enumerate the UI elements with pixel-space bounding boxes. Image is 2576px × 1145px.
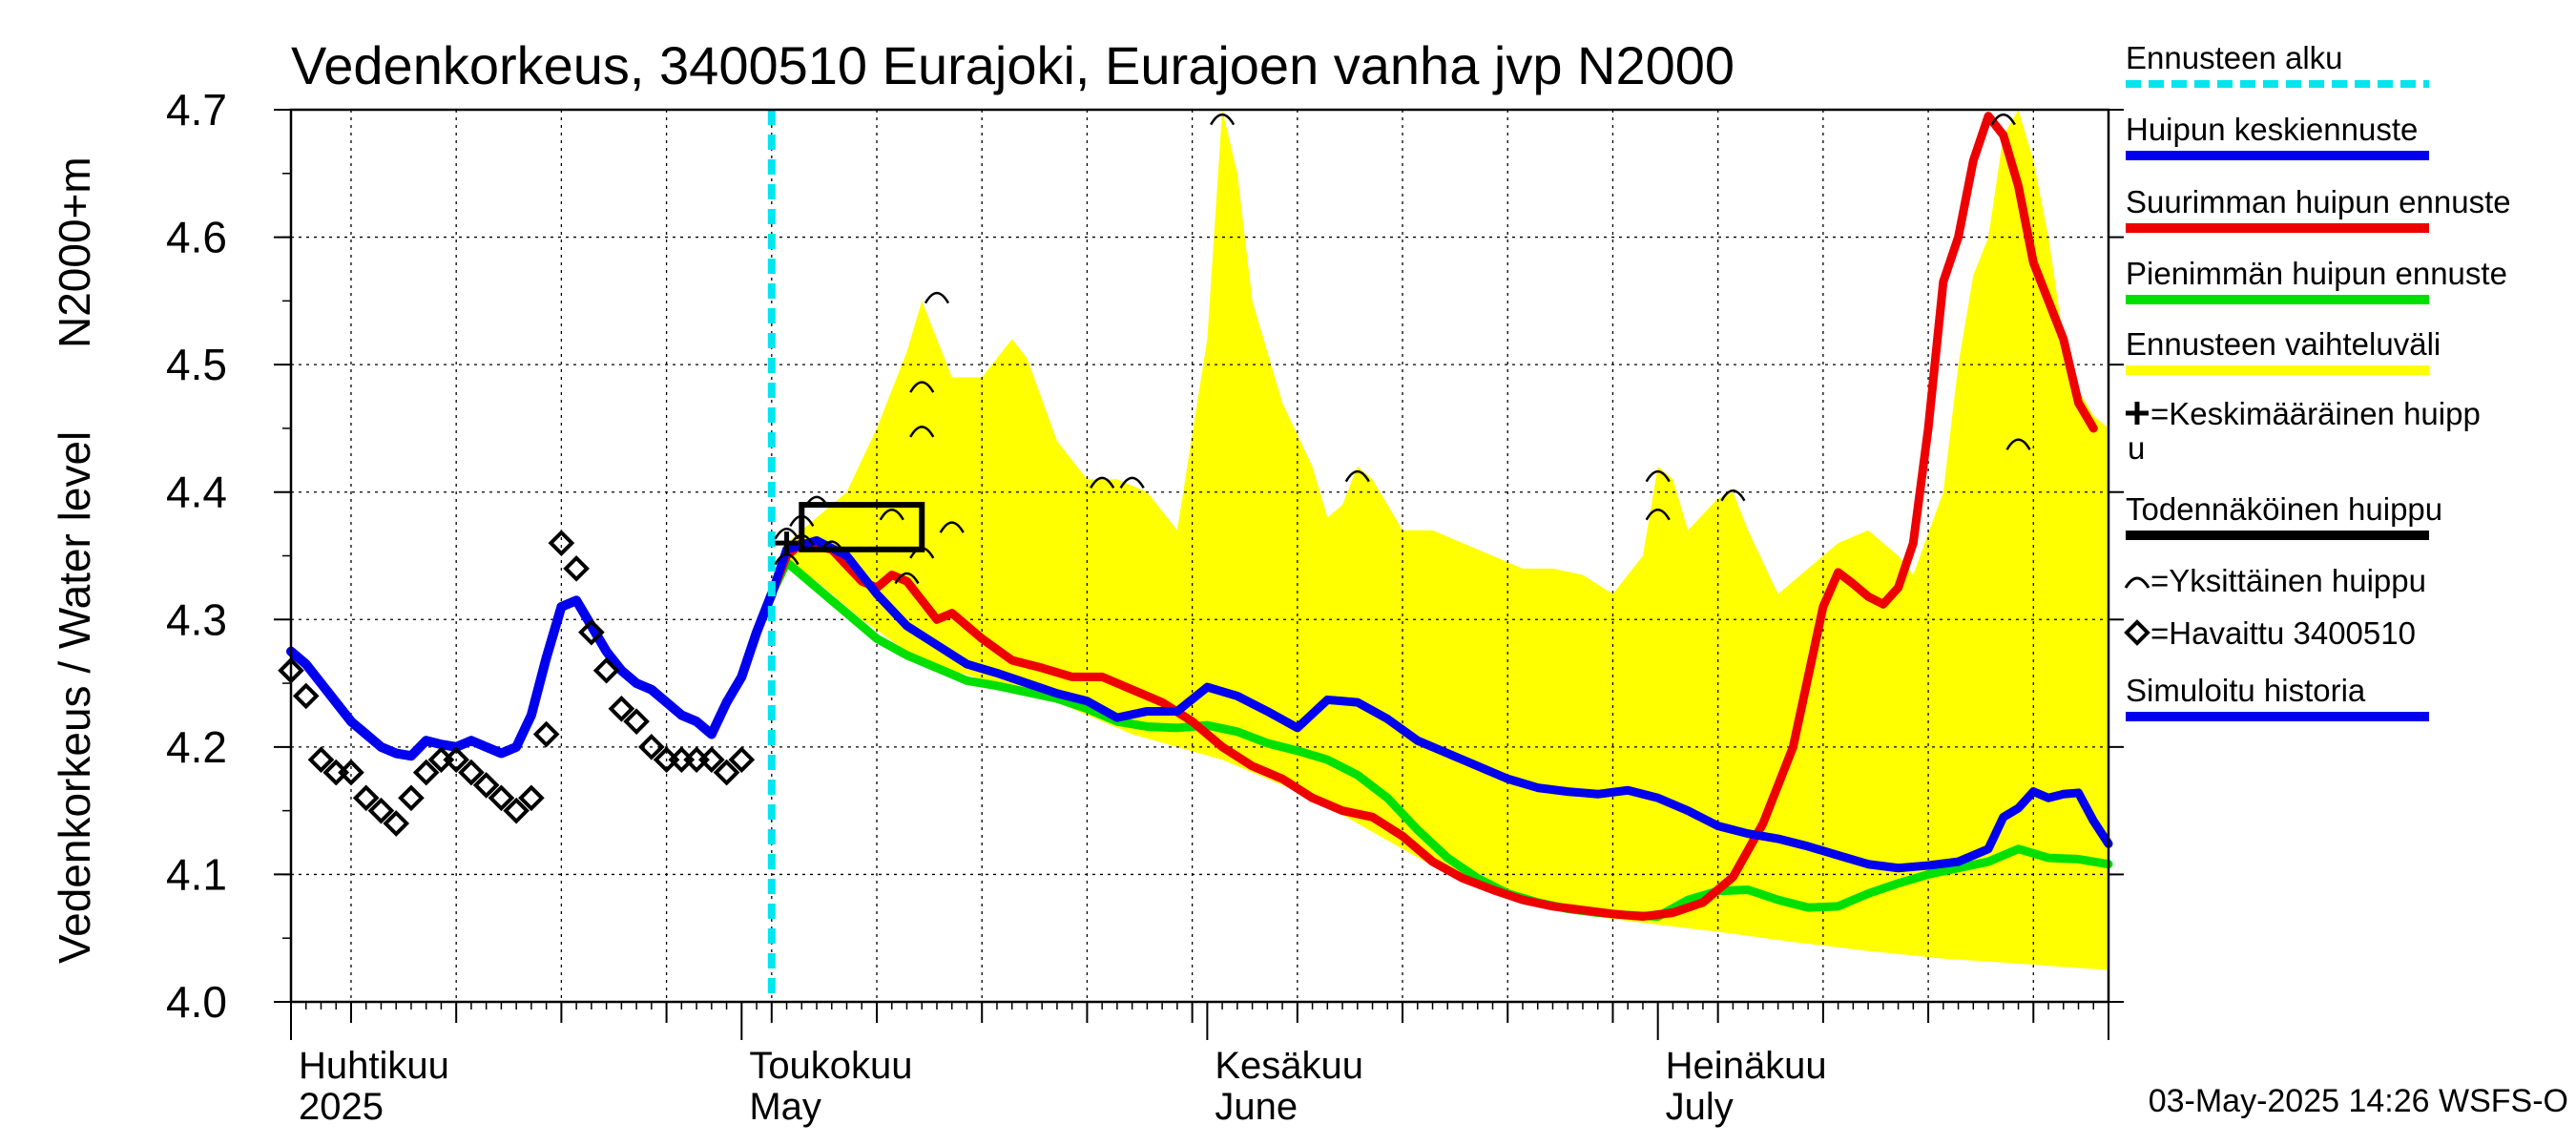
legend-label: Pienimmän huipun ennuste (2126, 256, 2507, 291)
forecast-range-area (771, 110, 2109, 970)
forecast-range-band (771, 110, 2109, 970)
individual-peak-marker (1344, 469, 1370, 483)
individual-peak-marker (1119, 476, 1145, 489)
observed-marker (412, 759, 440, 786)
chart-title: Vedenkorkeus, 3400510 Eurajoki, Eurajoen… (291, 35, 1735, 95)
observed-marker (383, 810, 410, 837)
legend-diamond-icon (2124, 619, 2150, 646)
individual-peak-marker (1210, 113, 1236, 126)
individual-peak-marker (803, 495, 830, 509)
legend-label: Ennusteen vaihteluväli (2126, 326, 2441, 362)
y-axis-label: Vedenkorkeus / Water level (50, 431, 99, 964)
observed-marker (608, 695, 635, 722)
legend-label: Huipun keskiennuste (2126, 112, 2418, 147)
month-label-fi: Huhtikuu (299, 1045, 449, 1087)
y-tick-label: 4.1 (166, 849, 227, 899)
observed-marker (443, 746, 470, 774)
observed-marker (638, 734, 665, 760)
observed-marker (488, 784, 515, 812)
observed-marker (578, 618, 605, 646)
series-line-simulated-history (286, 589, 777, 761)
month-label-en: June (1215, 1086, 1298, 1128)
individual-peak-marker (894, 572, 920, 585)
individual-peak-marker (1720, 489, 1746, 502)
observed-marker (398, 784, 425, 812)
y-tick-label: 4.4 (166, 468, 227, 517)
y-tick-label: 4.7 (166, 85, 227, 135)
individual-peak-marker (924, 291, 950, 304)
individual-peak-marker (774, 528, 800, 540)
observed-marker (367, 797, 395, 824)
observed-marker (458, 759, 485, 786)
plot-frame (289, 108, 2110, 1004)
legend-label: Ennusteen alku (2126, 40, 2343, 75)
month-label-fi: Heinäkuu (1666, 1045, 1827, 1087)
mean-peak-marker (775, 531, 799, 555)
individual-peak-marker (1090, 476, 1115, 489)
y-tick-label: 4.2 (166, 722, 227, 772)
observed-marker (338, 759, 364, 786)
observed-marker (472, 772, 500, 799)
observed-marker (563, 555, 590, 582)
observed-marker (503, 797, 530, 824)
month-label-fi: Toukokuu (749, 1045, 912, 1087)
individual-peak-marker (1990, 113, 2016, 126)
individual-peak-marker (2005, 438, 2031, 450)
individual-peak-marker (909, 547, 935, 559)
legend-label: Suurimman huipun ennuste (2126, 184, 2511, 219)
series-line-max-peak (767, 112, 2098, 922)
observed-marker (697, 746, 725, 774)
observed-marker (623, 708, 650, 735)
legend-label-cont: u (2128, 430, 2145, 466)
observed-marker (532, 720, 560, 748)
y-tick-labels: 4.0 4.1 4.2 4.3 4.4 4.5 4.6 4.7 (166, 85, 227, 1027)
y-tick-label: 4.3 (166, 594, 227, 644)
observed-marker (713, 759, 740, 786)
individual-peak-marker (1645, 469, 1671, 483)
axes (274, 108, 2124, 1040)
y-tick-label: 4.5 (166, 340, 227, 389)
month-label-fi: Kesäkuu (1215, 1045, 1363, 1087)
series-lines (286, 110, 2113, 1002)
individual-peak-marker (939, 521, 965, 533)
footer-timestamp: 03-May-2025 14:26 WSFS-O (2149, 1083, 2568, 1119)
observed-marker (307, 746, 335, 774)
observed-marker (518, 784, 545, 812)
legend-arc-icon (2124, 576, 2150, 589)
y-tick-label: 4.0 (166, 977, 227, 1027)
y-tick-label: 4.6 (166, 213, 227, 262)
series-line-min-peak (767, 557, 2113, 922)
observed-marker (728, 746, 756, 774)
markers (278, 113, 2031, 837)
individual-peak-marker (879, 509, 904, 521)
individual-peak-marker (789, 514, 815, 528)
individual-peak-marker (819, 540, 844, 552)
individual-peak-marker (909, 426, 935, 438)
y-axis-label-unit: N2000+m (50, 156, 99, 348)
individual-peak-marker (909, 381, 935, 393)
legend-label: =Havaittu 3400510 (2150, 615, 2416, 651)
individual-peak-marker (1645, 509, 1671, 521)
month-label-en: 2025 (299, 1086, 384, 1128)
legend-label: Todennäköinen huippu (2126, 491, 2442, 527)
series-line-mean-peak (767, 535, 2113, 873)
observed-marker (292, 682, 320, 710)
legend-label: =Yksittäinen huippu (2150, 563, 2426, 598)
observed-marker (548, 530, 575, 556)
legend: Ennusteen alku Huipun keskiennuste Suurimm… (2124, 40, 2511, 721)
month-label-en: May (749, 1086, 821, 1128)
legend-plus-icon (2126, 402, 2149, 425)
probable-peak-box (799, 502, 925, 552)
month-label-en: July (1666, 1086, 1734, 1128)
observed-marker (592, 656, 620, 684)
legend-label: =Keskimääräinen huipp (2150, 396, 2481, 431)
legend-label: Simuloitu historia (2126, 673, 2366, 708)
observed-marker (352, 784, 380, 812)
